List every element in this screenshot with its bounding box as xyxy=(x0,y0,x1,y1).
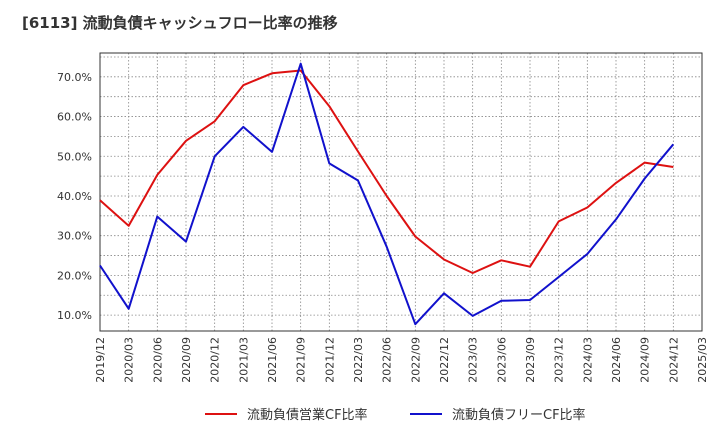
plot-frame xyxy=(99,52,703,332)
x-tick-label: 2020/09 xyxy=(180,337,193,383)
y-tick-label: 60.0% xyxy=(57,111,92,124)
x-tick-label: 2024/09 xyxy=(639,337,652,383)
legend: 流動負債営業CF比率 流動負債フリーCF比率 xyxy=(0,404,720,428)
y-tick-label: 10.0% xyxy=(57,309,92,322)
plot-area: 10.0% 20.0% 30.0% 40.0% 50.0% 60.0% 70.0% 2019/… xyxy=(57,52,709,383)
x-tick-label: 2020/12 xyxy=(209,337,222,383)
x-tick-label: 2023/03 xyxy=(467,337,480,383)
plot-background xyxy=(100,53,702,331)
x-tick-label: 2022/06 xyxy=(381,337,394,383)
x-tick-label: 2022/03 xyxy=(352,337,365,383)
y-tick-label: 40.0% xyxy=(57,190,92,203)
legend-label-operating-cf: 流動負債営業CF比率 xyxy=(247,408,368,423)
x-tick-label: 2023/09 xyxy=(524,337,537,383)
x-tick-label: 2023/12 xyxy=(553,337,566,383)
legend-item-free-cf: 流動負債フリーCF比率 xyxy=(410,404,586,423)
series-line-free-cf xyxy=(99,62,675,326)
x-tick-label: 2020/06 xyxy=(151,337,164,383)
series-line-operating-cf xyxy=(99,69,674,274)
x-tick-label: 2022/12 xyxy=(438,337,451,383)
chart-title: [6113] 流動負債キャッシュフロー比率の推移 xyxy=(22,14,338,32)
legend-swatch-free-cf xyxy=(410,412,442,415)
legend-swatch-operating-cf xyxy=(205,412,237,415)
y-tick-label: 30.0% xyxy=(57,230,92,243)
y-tick-label: 70.0% xyxy=(57,71,92,84)
y-tick-label: 20.0% xyxy=(57,269,92,282)
legend-item-operating-cf: 流動負債営業CF比率 xyxy=(205,404,368,423)
x-tick-label: 2024/12 xyxy=(667,337,680,383)
x-tick-label: 2021/06 xyxy=(266,337,279,383)
x-tick-label: 2025/03 xyxy=(696,337,709,383)
y-tick-label: 50.0% xyxy=(57,150,92,163)
x-tick-label: 2021/03 xyxy=(237,337,250,383)
x-tick-label: 2021/09 xyxy=(295,337,308,383)
legend-label-free-cf: 流動負債フリーCF比率 xyxy=(452,408,586,423)
x-tick-label: 2021/12 xyxy=(323,337,336,383)
x-tick-label: 2022/09 xyxy=(409,337,422,383)
x-tick-label: 2024/03 xyxy=(581,337,594,383)
x-tick-label: 2019/12 xyxy=(94,337,107,383)
x-tick-label: 2024/06 xyxy=(610,337,623,383)
x-tick-label: 2020/03 xyxy=(123,337,136,383)
x-tick-label: 2023/06 xyxy=(495,337,508,383)
